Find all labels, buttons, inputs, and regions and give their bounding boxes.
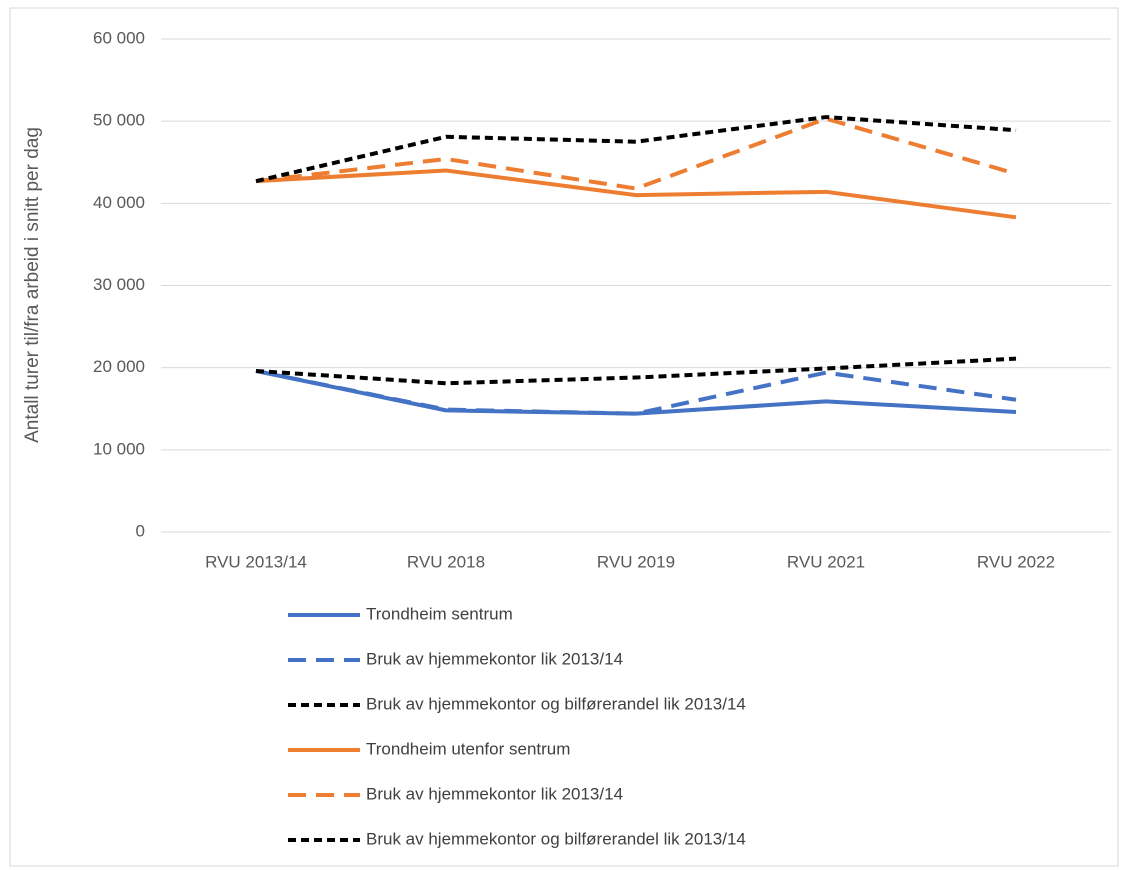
legend-label: Trondheim utenfor sentrum — [366, 739, 570, 758]
legend-label: Bruk av hjemmekontor og bilførerandel li… — [366, 694, 746, 713]
y-tick-label: 30 000 — [93, 275, 145, 294]
legend-label: Bruk av hjemmekontor og bilførerandel li… — [366, 829, 746, 848]
y-axis-label: Antall turer til/fra arbeid i snitt per … — [22, 127, 43, 443]
chart-frame — [9, 7, 1119, 867]
x-tick-label: RVU 2022 — [977, 552, 1055, 571]
y-tick-label: 50 000 — [93, 111, 145, 130]
series-line — [255, 116, 1017, 191]
series-line — [255, 356, 1017, 386]
legend-label: Bruk av hjemmekontor lik 2013/14 — [366, 784, 623, 803]
x-tick-label: RVU 2018 — [407, 552, 485, 571]
y-tick-label: 0 — [136, 521, 145, 540]
legend-label: Bruk av hjemmekontor lik 2013/14 — [366, 649, 623, 668]
y-tick-label: 20 000 — [93, 357, 145, 376]
series-line — [255, 115, 1017, 184]
x-tick-label: RVU 2021 — [787, 552, 865, 571]
x-tick-label: RVU 2013/14 — [205, 552, 307, 571]
y-tick-label: 40 000 — [93, 193, 145, 212]
x-tick-label: RVU 2019 — [597, 552, 675, 571]
y-tick-label: 10 000 — [93, 439, 145, 458]
series-line — [255, 168, 1017, 220]
legend-label: Trondheim sentrum — [366, 604, 513, 623]
series-line — [255, 368, 1017, 416]
y-tick-label: 60 000 — [93, 28, 145, 47]
legend: Trondheim sentrum Bruk av hjemmekontor li… — [288, 604, 746, 848]
